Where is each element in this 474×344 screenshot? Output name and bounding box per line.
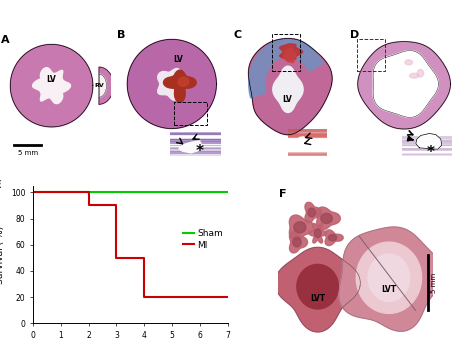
MI [114,256,119,260]
MI [128,256,133,260]
Polygon shape [10,44,93,127]
Polygon shape [317,207,340,230]
Polygon shape [275,247,360,332]
Polygon shape [33,68,71,104]
Polygon shape [325,230,343,246]
Text: A: A [1,35,10,45]
Polygon shape [328,235,337,241]
Polygon shape [99,67,113,104]
MI [225,295,230,299]
Polygon shape [294,222,306,233]
MI [141,295,147,299]
Text: D: D [350,30,359,40]
Text: E: E [0,180,2,190]
MI [30,190,36,194]
Sham [225,190,230,194]
Polygon shape [248,39,332,135]
Bar [174,102,208,125]
Polygon shape [249,39,323,98]
Polygon shape [280,44,303,60]
Polygon shape [99,74,107,97]
Polygon shape [368,254,410,301]
Polygon shape [321,213,332,224]
Polygon shape [178,77,189,86]
Polygon shape [358,42,450,129]
Polygon shape [356,242,421,313]
Polygon shape [164,70,196,102]
Polygon shape [305,202,321,223]
Sham [30,190,36,194]
MI [86,203,91,207]
Polygon shape [158,68,188,100]
Polygon shape [290,232,308,253]
Polygon shape [289,215,314,239]
Polygon shape [405,60,412,65]
Polygon shape [308,208,316,217]
Text: LVT: LVT [310,294,325,303]
Legend: Sham, MI: Sham, MI [183,229,223,249]
Bar [273,34,300,71]
Text: F: F [279,189,287,199]
Text: 5 mm: 5 mm [431,272,437,293]
Text: LVT: LVT [381,285,396,294]
Polygon shape [128,40,216,129]
Text: LV: LV [47,75,56,84]
Text: LV: LV [282,95,292,104]
Polygon shape [292,237,301,247]
Y-axis label: Survival ( %): Survival ( %) [0,226,6,283]
Polygon shape [309,224,326,243]
Polygon shape [373,51,438,117]
Polygon shape [339,227,443,331]
Text: C: C [234,30,242,40]
Line: MI: MI [33,192,228,297]
Polygon shape [283,48,296,63]
Text: RV: RV [94,83,104,88]
Polygon shape [273,66,303,112]
Polygon shape [314,229,321,238]
Polygon shape [410,73,419,78]
Bar [357,40,385,72]
Text: B: B [118,30,126,40]
Sham [58,190,64,194]
Text: LV: LV [173,55,183,64]
Polygon shape [417,69,424,77]
MI [169,295,175,299]
Polygon shape [297,265,338,309]
MI [58,190,64,194]
Text: 5 mm: 5 mm [18,150,38,157]
